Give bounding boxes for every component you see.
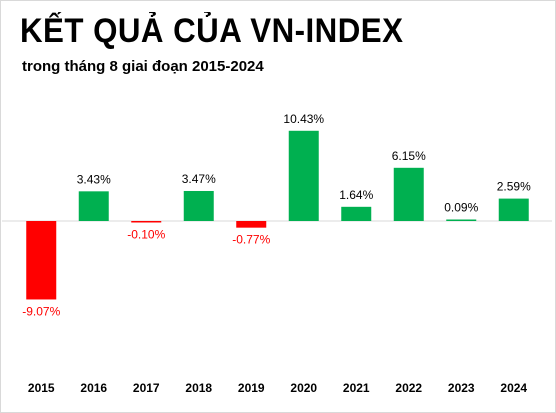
x-tick-2021: 2021 (343, 381, 370, 395)
data-label-2015: -9.07% (22, 304, 60, 318)
bar-2015 (26, 221, 57, 300)
bar-2020 (288, 130, 319, 221)
data-label-2017: -0.10% (127, 228, 165, 242)
x-tick-2016: 2016 (80, 381, 107, 395)
data-label-2019: -0.77% (232, 233, 270, 247)
x-tick-2018: 2018 (185, 381, 212, 395)
x-tick-2017: 2017 (133, 381, 160, 395)
bar-2023 (446, 219, 477, 221)
data-label-2023: 0.09% (444, 201, 478, 215)
data-label-2024: 2.59% (497, 180, 531, 194)
chart-subtitle: trong tháng 8 giai đoạn 2015-2024 (22, 58, 264, 75)
data-label-2021: 1.64% (339, 188, 373, 202)
x-tick-2019: 2019 (238, 381, 265, 395)
bar-2018 (183, 190, 214, 221)
data-label-2018: 3.47% (182, 172, 216, 186)
data-label-2022: 6.15% (392, 149, 426, 163)
bar-2017 (131, 221, 162, 223)
x-tick-2020: 2020 (290, 381, 317, 395)
bar-2021 (341, 206, 372, 221)
data-label-2016: 3.43% (77, 172, 111, 186)
x-tick-2023: 2023 (448, 381, 475, 395)
x-tick-2015: 2015 (28, 381, 55, 395)
bar-2016 (78, 191, 109, 221)
bar-2022 (393, 167, 424, 221)
bar-2019 (236, 221, 267, 228)
bar-2024 (498, 198, 529, 221)
x-tick-2022: 2022 (395, 381, 422, 395)
data-label-2020: 10.43% (283, 112, 324, 126)
chart-title: KẾT QUẢ CỦA VN-INDEX (20, 12, 404, 50)
x-tick-2024: 2024 (500, 381, 527, 395)
